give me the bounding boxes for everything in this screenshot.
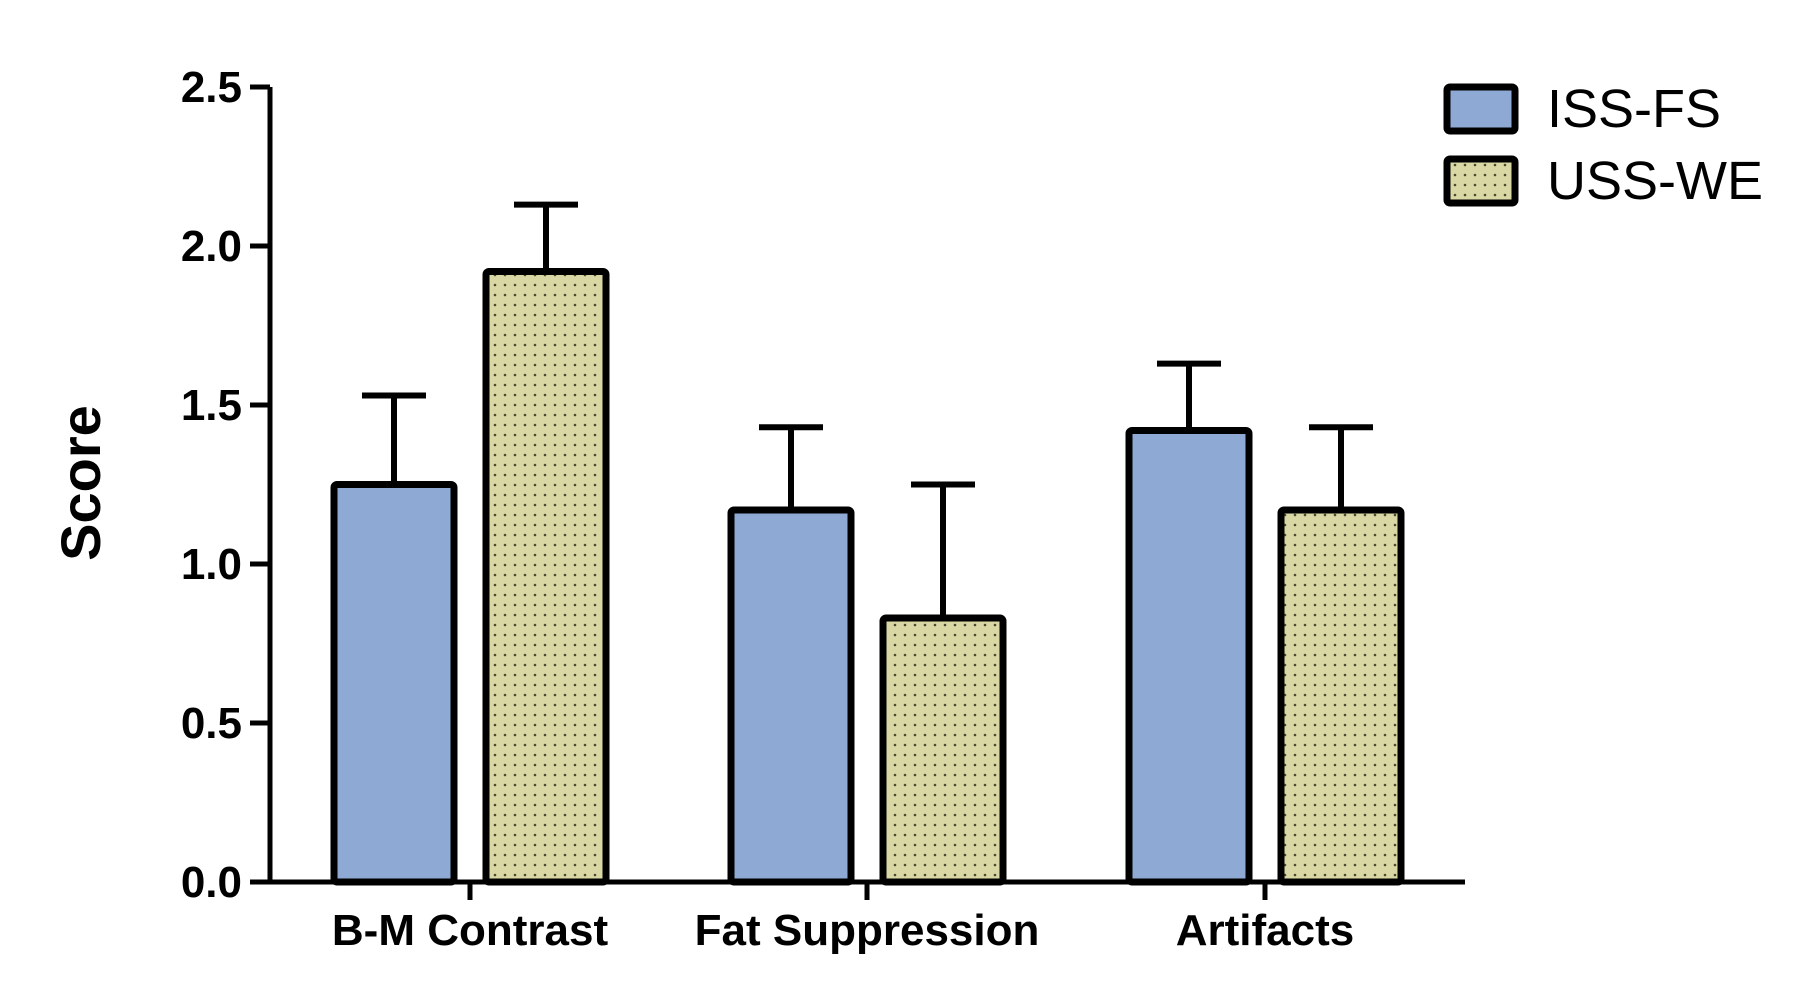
y-tick-label: 1.0 — [181, 540, 242, 589]
bar — [727, 506, 855, 886]
y-tick-label: 0.0 — [181, 858, 242, 907]
x-category-label: B-M Contrast — [332, 906, 609, 955]
bar — [1277, 506, 1405, 886]
bar — [1125, 426, 1253, 886]
bar — [482, 267, 610, 886]
bar — [879, 614, 1007, 886]
bar — [330, 481, 458, 886]
x-category-label: Artifacts — [1176, 906, 1355, 955]
plot-area: 0.0 0.5 1.0 1.5 2.0 2.5 B-M Contrast Fat Suppre… — [181, 63, 1465, 955]
legend-swatch — [1443, 83, 1519, 135]
legend-label: ISS-FS — [1547, 79, 1721, 139]
y-tick-label: 2.0 — [181, 222, 242, 271]
y-axis-title: Score — [49, 405, 112, 561]
legend-swatch — [1443, 155, 1519, 207]
y-tick-label: 2.5 — [181, 63, 242, 112]
y-tick-label: 1.5 — [181, 381, 242, 430]
legend-label: USS-WE — [1547, 151, 1763, 211]
x-category-label: Fat Suppression — [695, 906, 1040, 955]
legend: ISS-FS USS-WE — [1443, 79, 1763, 211]
y-tick-label: 0.5 — [181, 699, 242, 748]
